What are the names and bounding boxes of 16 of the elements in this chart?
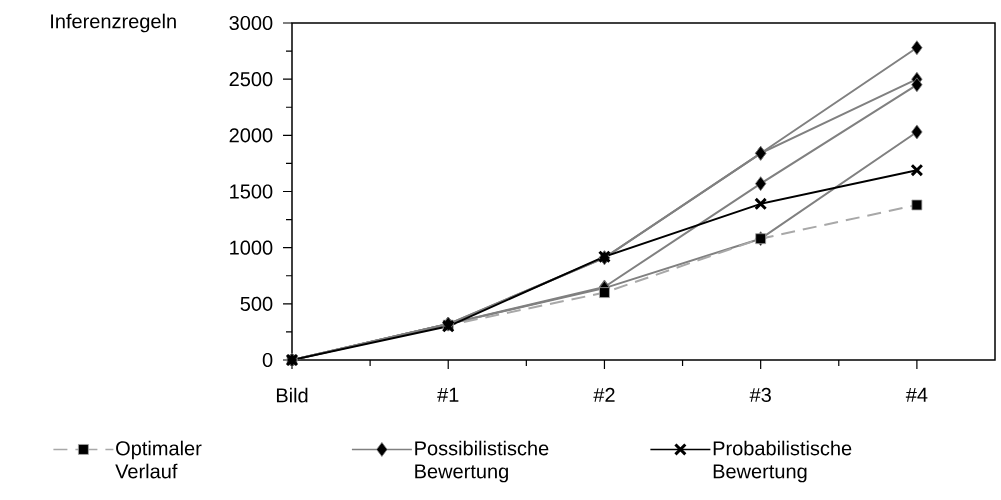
y-axis-title: Inferenzregeln [51, 13, 176, 33]
y-tick-label: 3000 [229, 15, 273, 31]
y-tick-label: 1500 [230, 184, 273, 199]
y-tick-label: 0 [262, 352, 273, 368]
y-tick-label: 2500 [229, 72, 273, 87]
y-tick-label: 2000 [229, 128, 273, 143]
legend-label: Probabilistische Bewertung [713, 440, 852, 483]
x-tick-label: #4 [905, 387, 928, 402]
legend-label: Possibilistische Bewertung [415, 440, 549, 483]
x-tick-label: #1 [437, 387, 459, 402]
x-tick-label: #3 [749, 387, 771, 403]
legend-label: Optimaler Verlauf [115, 440, 202, 479]
x-tick-label: Bild [276, 387, 308, 403]
y-tick-label: 500 [240, 296, 273, 311]
y-tick-label: 1000 [230, 240, 273, 255]
x-tick-label: #2 [593, 387, 615, 402]
